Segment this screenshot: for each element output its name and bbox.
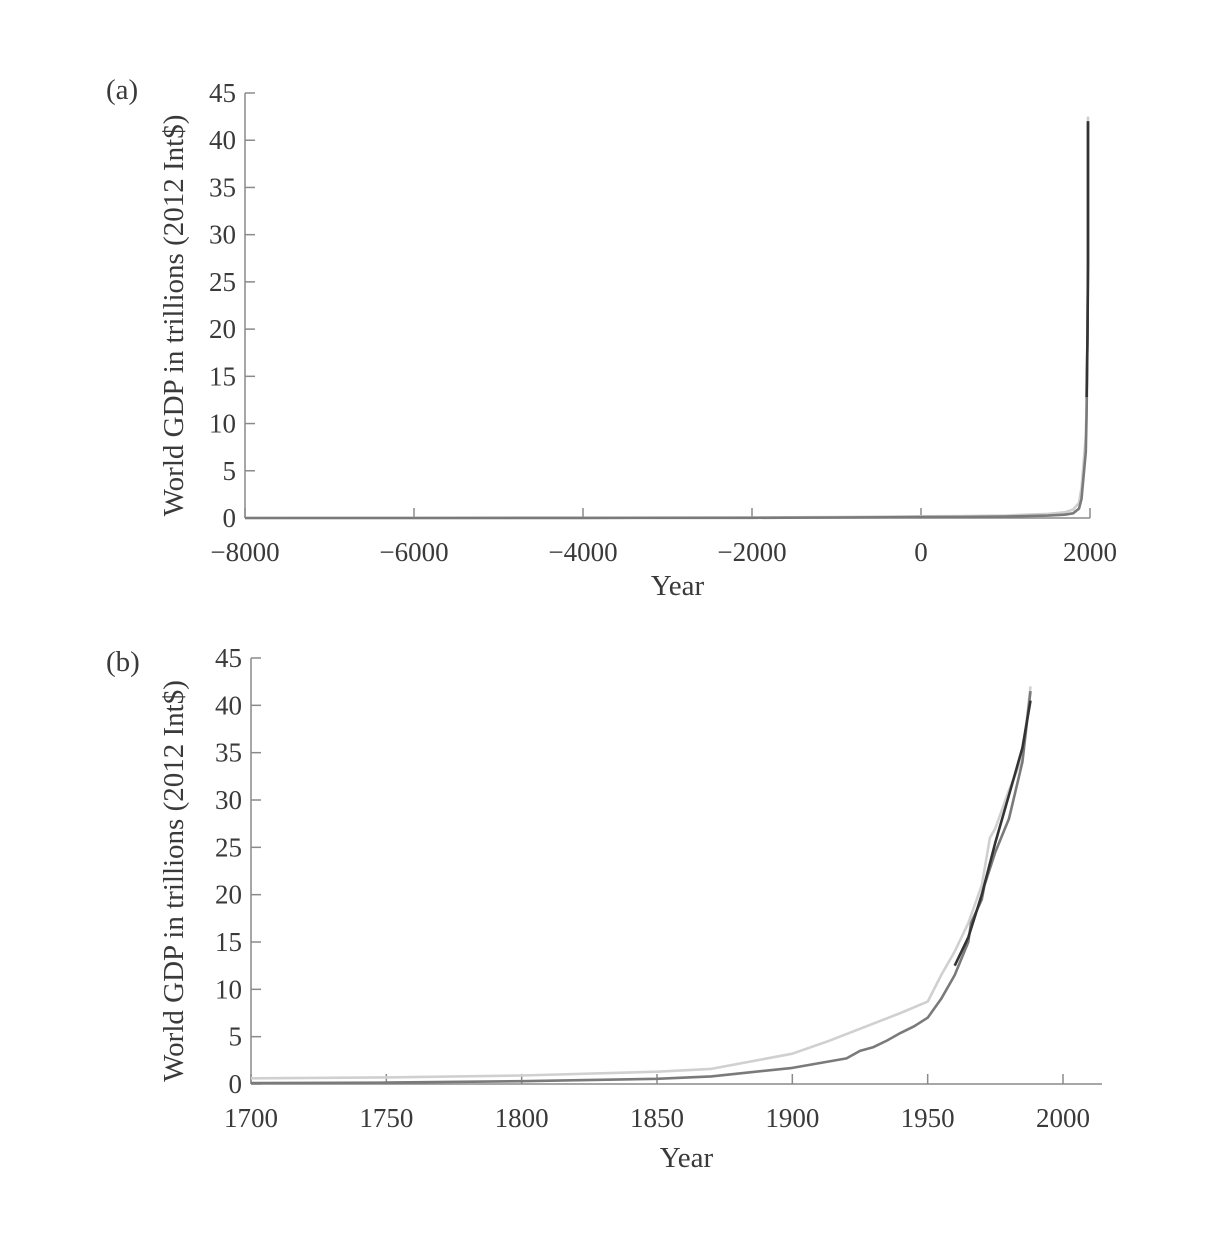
y-tick-label: 0 bbox=[223, 503, 237, 533]
y-tick-label: 10 bbox=[215, 974, 242, 1004]
x-tick-label: −8000 bbox=[210, 537, 279, 567]
panel-b-label: (b) bbox=[106, 646, 140, 678]
chart-panel-b: 0 5 10 15 20 25 30 35 40 45 1700 1750 1800 1850 1900 19… bbox=[0, 625, 1216, 1250]
x-tick-label: 1750 bbox=[359, 1103, 413, 1133]
x-tick-label: −6000 bbox=[379, 537, 448, 567]
chart-a-svg: 0 5 10 15 20 25 30 35 40 45 −8000 −6000 −4000 −2000 0 2… bbox=[158, 78, 1117, 602]
y-tick-label: 15 bbox=[209, 361, 236, 391]
series-line-1 bbox=[244, 116, 1090, 520]
y-tick-label: 20 bbox=[209, 314, 236, 344]
series-line-3 bbox=[1085, 121, 1090, 398]
x-tick-label: 1700 bbox=[224, 1103, 278, 1133]
series-line-2 bbox=[250, 690, 1032, 1085]
y-tick-label: 25 bbox=[209, 267, 236, 297]
y-tick-label: 10 bbox=[209, 409, 236, 439]
x-axis-title: Year bbox=[651, 570, 705, 602]
x-tick-label: 1950 bbox=[901, 1103, 955, 1133]
series-line-3 bbox=[953, 700, 1032, 967]
x-tick-label: 1900 bbox=[765, 1103, 819, 1133]
y-tick-label: 20 bbox=[215, 880, 242, 910]
x-tick-label: 2000 bbox=[1036, 1103, 1090, 1133]
y-tick-label: 5 bbox=[223, 456, 237, 486]
x-axis-title: Year bbox=[660, 1142, 714, 1174]
x-tick-label: −4000 bbox=[548, 537, 617, 567]
y-tick-label: 5 bbox=[229, 1022, 243, 1052]
y-tick-label: 30 bbox=[215, 785, 242, 815]
y-tick-label: 45 bbox=[209, 78, 236, 108]
chart-panel-a: 0 5 10 15 20 25 30 35 40 45 −8000 −6000 −4000 −2000 0 2… bbox=[106, 74, 1117, 602]
x-tick-label: −2000 bbox=[717, 537, 786, 567]
series-line-1 bbox=[250, 686, 1032, 1080]
y-tick-label: 35 bbox=[209, 172, 236, 202]
y-tick-label: 35 bbox=[215, 738, 242, 768]
y-tick-label: 0 bbox=[229, 1069, 243, 1099]
x-tick-label: 1850 bbox=[630, 1103, 684, 1133]
y-tick-label: 45 bbox=[215, 643, 242, 673]
y-tick-label: 25 bbox=[215, 832, 242, 862]
x-tick-label: 1800 bbox=[495, 1103, 549, 1133]
y-axis-title: World GDP in trillions (2012 Int$) bbox=[158, 680, 190, 1082]
y-tick-label: 40 bbox=[215, 690, 242, 720]
x-tick-label: 2000 bbox=[1063, 537, 1117, 567]
y-tick-label: 15 bbox=[215, 927, 242, 957]
y-tick-label: 30 bbox=[209, 220, 236, 250]
y-axis-title: World GDP in trillions (2012 Int$) bbox=[158, 115, 190, 517]
x-tick-label: 0 bbox=[914, 537, 928, 567]
panel-a-label: (a) bbox=[106, 74, 139, 106]
series-line-2 bbox=[245, 121, 1090, 520]
y-tick-label: 40 bbox=[209, 125, 236, 155]
chart-b-svg: 0 5 10 15 20 25 30 35 40 45 1700 1750 1800 1850 1900 19… bbox=[158, 643, 1102, 1174]
